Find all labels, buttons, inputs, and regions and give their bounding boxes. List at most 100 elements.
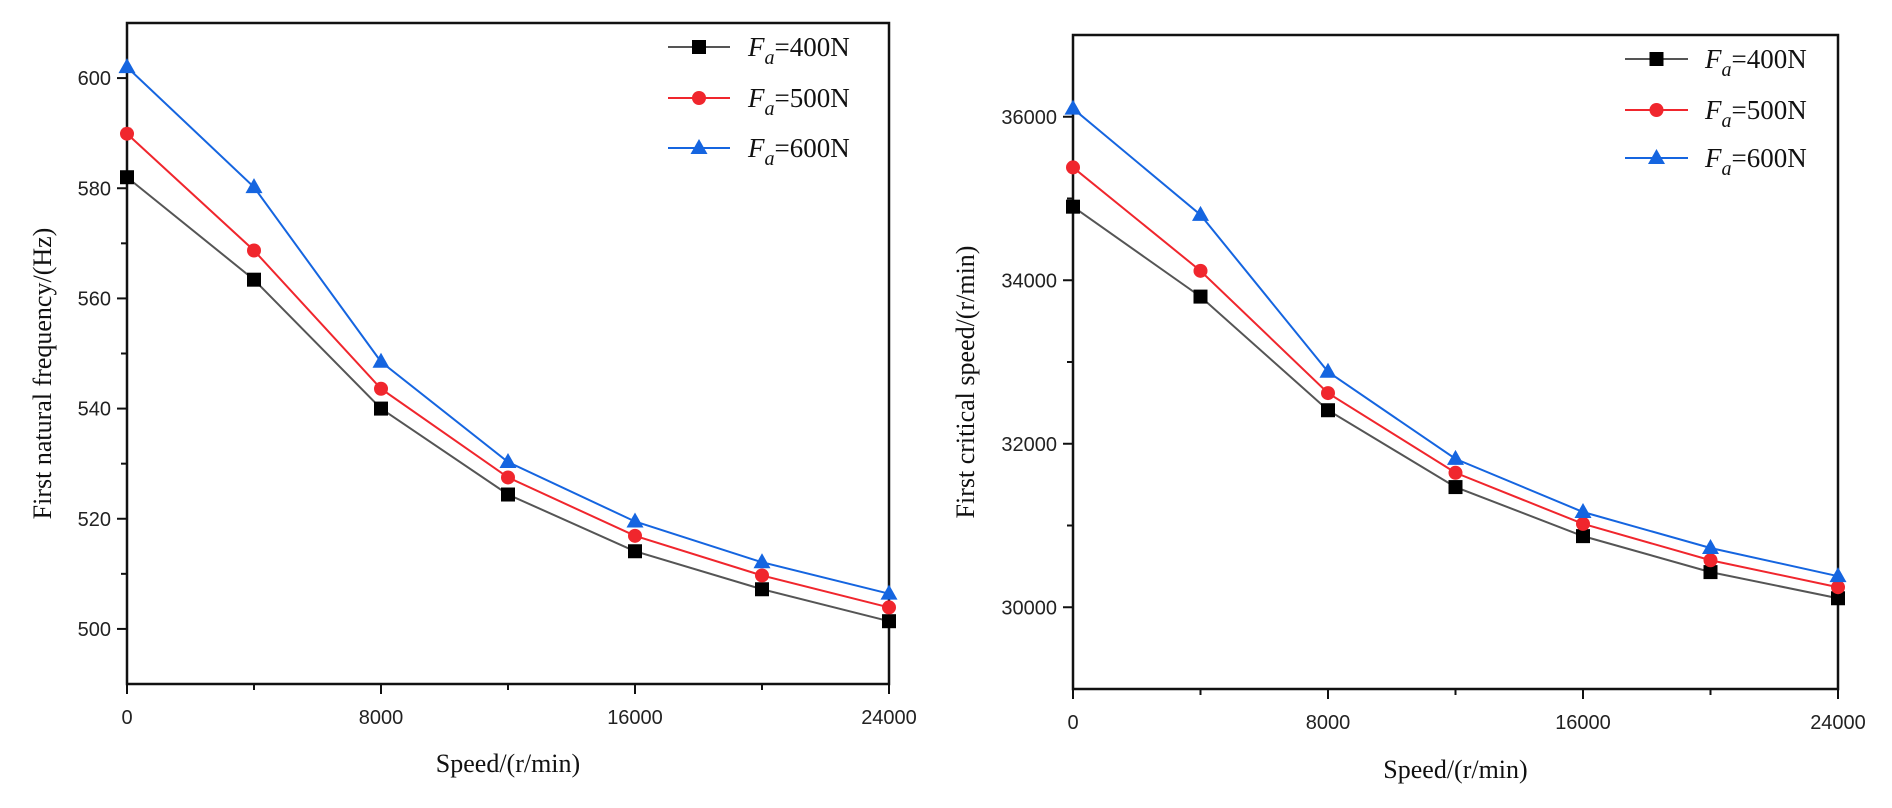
data-point bbox=[1702, 538, 1719, 554]
data-point bbox=[247, 272, 261, 287]
legend-marker bbox=[1649, 52, 1664, 66]
data-point bbox=[628, 528, 642, 543]
legend-label: Fa=600N bbox=[1704, 143, 1807, 180]
data-point bbox=[882, 614, 896, 629]
data-point bbox=[1066, 160, 1080, 175]
y-tick-label: 36000 bbox=[1001, 107, 1057, 129]
legend-label-rest: =500N bbox=[1732, 95, 1807, 125]
legend-entry: Fa=600N bbox=[668, 133, 850, 170]
data-point bbox=[118, 58, 136, 74]
series-fa-500n bbox=[120, 126, 896, 615]
data-point bbox=[374, 381, 388, 396]
data-point bbox=[753, 553, 771, 569]
y-axis-label: First natural frequency/(Hz) bbox=[28, 228, 57, 520]
series-fa-600n bbox=[1064, 99, 1847, 583]
legend-entry: Fa=500N bbox=[1625, 95, 1807, 132]
series-line bbox=[1072, 166, 1839, 589]
y-axis-label: First critical speed/(r/min) bbox=[951, 246, 980, 519]
x-axis-label: Speed/(r/min) bbox=[1383, 755, 1527, 784]
data-point bbox=[1193, 289, 1208, 304]
data-point bbox=[1192, 205, 1209, 221]
legend-label: Fa=500N bbox=[747, 83, 850, 120]
plot-frame bbox=[1071, 33, 1840, 691]
legend-label-rest: =600N bbox=[1732, 143, 1807, 173]
data-point bbox=[374, 401, 388, 416]
data-point bbox=[245, 178, 263, 194]
data-point bbox=[372, 352, 390, 368]
data-point bbox=[1066, 199, 1080, 214]
data-point bbox=[1319, 362, 1337, 378]
data-point bbox=[1829, 567, 1847, 583]
legend-label: Fa=400N bbox=[747, 32, 850, 69]
legend-label-sub: a bbox=[1722, 158, 1732, 180]
data-point bbox=[1576, 529, 1590, 544]
data-point bbox=[1703, 565, 1718, 580]
series-fa-400n bbox=[120, 170, 896, 629]
data-point bbox=[1831, 591, 1845, 606]
data-point bbox=[501, 487, 515, 502]
data-point bbox=[1576, 516, 1590, 531]
series-fa-600n bbox=[118, 58, 898, 600]
legend-label-main: F bbox=[747, 83, 765, 113]
data-point bbox=[1831, 580, 1845, 595]
legend-marker bbox=[692, 40, 706, 54]
chart-natural-frequency: 500 520 540 560 580 600 0 8000 16000 24000 Speed/(… bbox=[28, 21, 917, 778]
legend-label-main: F bbox=[1704, 95, 1722, 125]
legend-label-rest: =400N bbox=[775, 32, 850, 62]
data-point bbox=[880, 584, 898, 600]
data-point bbox=[1448, 465, 1463, 480]
plot-frame bbox=[125, 21, 891, 686]
legend-label-main: F bbox=[1704, 44, 1722, 74]
legend-label: Fa=600N bbox=[747, 133, 850, 170]
data-point bbox=[501, 470, 515, 485]
legend-entry: Fa=500N bbox=[668, 83, 850, 120]
data-point bbox=[882, 600, 896, 615]
legend-label-rest: =500N bbox=[775, 83, 850, 113]
legend-label-main: F bbox=[747, 133, 765, 163]
legend-marker bbox=[1648, 149, 1665, 164]
x-tick-label: 24000 bbox=[861, 707, 917, 729]
y-tick-label: 540 bbox=[78, 399, 111, 421]
data-point bbox=[120, 170, 134, 185]
legend-label-rest: =400N bbox=[1732, 44, 1807, 74]
data-point bbox=[628, 544, 642, 559]
legend-label-main: F bbox=[747, 32, 765, 62]
x-tick-label: 8000 bbox=[359, 707, 404, 729]
y-tick-label: 600 bbox=[78, 68, 111, 90]
legend-entry: Fa=400N bbox=[668, 32, 850, 69]
data-point bbox=[755, 568, 769, 583]
legend-entry: Fa=600N bbox=[1625, 143, 1807, 180]
legend-label-rest: =600N bbox=[775, 133, 850, 163]
x-tick-label: 16000 bbox=[607, 707, 663, 729]
data-point bbox=[755, 582, 769, 597]
y-tick-label: 500 bbox=[78, 619, 111, 641]
data-point bbox=[499, 453, 517, 469]
data-point bbox=[1321, 403, 1335, 418]
data-point bbox=[1574, 503, 1592, 519]
data-point bbox=[1703, 553, 1718, 568]
series-line bbox=[1072, 205, 1839, 600]
legend-marker bbox=[1649, 103, 1664, 117]
legend-label-sub: a bbox=[1722, 110, 1732, 132]
data-point bbox=[1448, 480, 1463, 495]
legend-entry: Fa=400N bbox=[1625, 44, 1807, 81]
series-line bbox=[126, 176, 890, 623]
legend-label-sub: a bbox=[765, 148, 775, 170]
series-line bbox=[126, 132, 890, 609]
y-tick-label: 34000 bbox=[1001, 270, 1057, 292]
data-point bbox=[247, 243, 261, 258]
x-tick-label: 0 bbox=[121, 707, 132, 729]
data-point bbox=[120, 126, 134, 141]
data-point bbox=[1064, 99, 1082, 115]
series-fa-500n bbox=[1066, 160, 1845, 595]
data-point bbox=[1447, 449, 1464, 465]
y-tick-label: 560 bbox=[78, 288, 111, 310]
legend-label-sub: a bbox=[765, 47, 775, 69]
x-axis-label: Speed/(r/min) bbox=[436, 749, 580, 778]
x-tick-label: 0 bbox=[1067, 712, 1078, 734]
x-tick-label: 24000 bbox=[1810, 712, 1866, 734]
series-fa-400n bbox=[1066, 199, 1845, 606]
chart-critical-speed: 30000 32000 34000 36000 0 8000 16000 24000 Speed… bbox=[951, 33, 1866, 784]
data-point bbox=[1321, 386, 1335, 401]
